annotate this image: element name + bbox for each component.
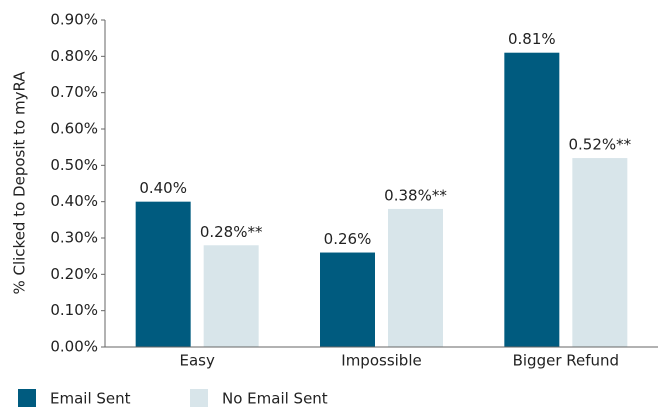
y-tick-label: 0.80% <box>50 47 98 65</box>
y-tick-label: 0.20% <box>50 265 98 283</box>
y-tick-label: 0.10% <box>50 301 98 319</box>
y-tick-label: 0.90% <box>50 11 98 29</box>
x-tick-label: Impossible <box>341 352 421 370</box>
y-tick-label: 0.60% <box>50 120 98 138</box>
value-label: 0.52%** <box>569 136 632 154</box>
legend-label: Email Sent <box>50 390 131 408</box>
bar <box>388 208 443 347</box>
y-tick-label: 0.00% <box>50 338 98 356</box>
bar <box>320 252 375 347</box>
bar <box>572 158 628 347</box>
y-tick-label: 0.50% <box>50 156 98 174</box>
bar <box>135 201 191 347</box>
legend-swatch <box>18 389 36 407</box>
x-tick-label: Easy <box>179 352 214 370</box>
legend-label: No Email Sent <box>222 390 328 408</box>
value-label: 0.26% <box>324 230 372 248</box>
bar <box>203 245 259 347</box>
y-tick-label: 0.40% <box>50 192 98 210</box>
legend-swatch <box>190 389 208 407</box>
y-axis-label: % Clicked to Deposit to myRA <box>11 71 29 295</box>
value-label: 0.28%** <box>200 223 263 241</box>
bar <box>504 52 560 347</box>
value-label: 0.38%** <box>384 186 447 204</box>
x-tick-label: Bigger Refund <box>513 352 619 370</box>
value-label: 0.40% <box>139 179 187 197</box>
y-tick-label: 0.70% <box>50 83 98 101</box>
value-label: 0.81% <box>508 30 556 48</box>
y-tick-label: 0.30% <box>50 229 98 247</box>
